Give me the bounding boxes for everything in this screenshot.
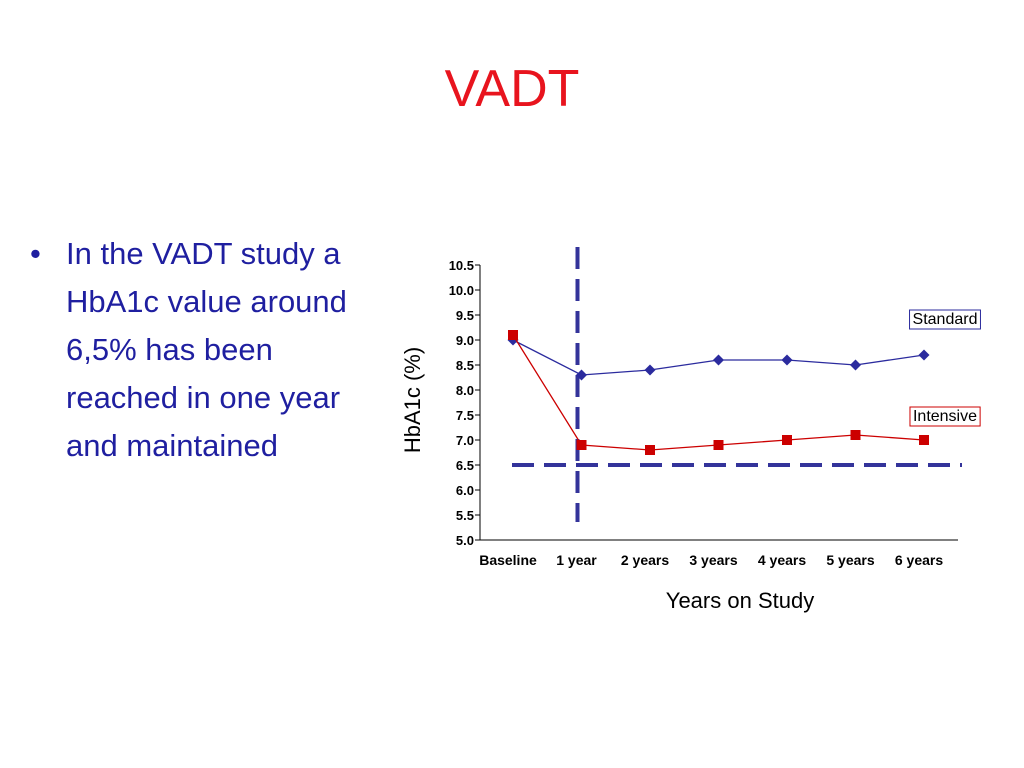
- legend-box-intensive: [909, 406, 981, 427]
- slide-title: VADT: [444, 60, 580, 118]
- x-tick-label: 3 years: [689, 552, 737, 568]
- legend-label-intensive: Intensive: [913, 408, 977, 425]
- y-tick-label: 6.5: [456, 458, 474, 473]
- y-tick-label: 7.5: [456, 408, 474, 423]
- data-point-intensive: [576, 440, 587, 450]
- y-tick-label: 5.5: [456, 508, 474, 523]
- y-tick-label: 9.0: [456, 333, 474, 348]
- data-point-intensive: [508, 330, 518, 340]
- data-point-intensive: [919, 435, 929, 445]
- data-point-intensive: [782, 435, 792, 445]
- bullet-point: • In the VADT study a HbA1c value around…: [30, 230, 370, 470]
- y-tick-label: 7.0: [456, 433, 474, 448]
- data-point-standard: [781, 354, 793, 366]
- y-axis-title: HbA1c (%): [400, 347, 425, 453]
- legend-box-standard: [909, 309, 981, 330]
- y-tick-label: 9.5: [456, 308, 474, 323]
- y-tick-label: 8.0: [456, 383, 474, 398]
- data-point-intensive: [850, 430, 861, 440]
- y-tick-label: 5.0: [456, 533, 474, 548]
- x-tick-label: 5 years: [826, 552, 874, 568]
- x-tick-label: 4 years: [758, 552, 806, 568]
- x-axis-title: Years on Study: [666, 588, 814, 613]
- x-tick-label: 2 years: [621, 552, 669, 568]
- data-point-standard: [644, 364, 656, 376]
- legend-label-standard: Standard: [913, 311, 978, 328]
- x-tick-label: 6 years: [895, 552, 943, 568]
- data-point-standard: [713, 354, 724, 366]
- series-line-intensive: [512, 334, 925, 451]
- bullet-dot-icon: •: [30, 236, 41, 271]
- data-point-intensive: [713, 440, 724, 450]
- x-tick-label: Baseline: [479, 552, 537, 568]
- data-point-standard: [850, 359, 861, 371]
- bullet-text: In the VADT study a HbA1c value around 6…: [66, 236, 347, 463]
- y-tick-label: 8.5: [456, 358, 474, 373]
- data-point-intensive: [645, 445, 655, 455]
- y-tick-label: 10.5: [449, 258, 474, 273]
- y-tick-label: 10.0: [449, 283, 474, 298]
- y-tick-label: 6.0: [456, 483, 474, 498]
- data-point-standard: [576, 369, 587, 381]
- x-tick-label: 1 year: [556, 552, 597, 568]
- data-point-standard: [918, 349, 930, 361]
